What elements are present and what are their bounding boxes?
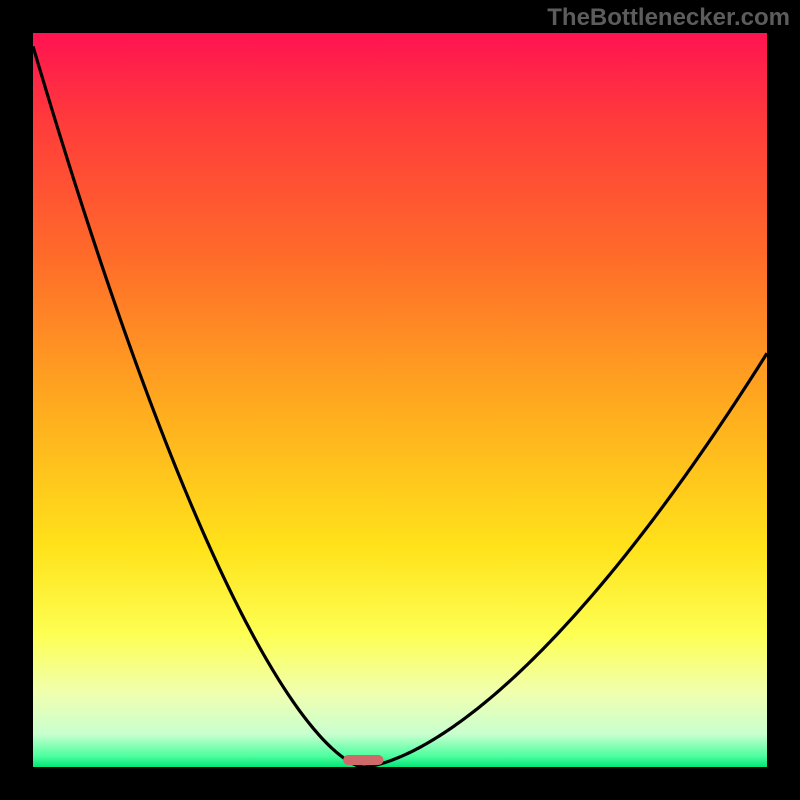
chart-container: TheBottlenecker.com [0, 0, 800, 800]
bottleneck-chart-svg [0, 0, 800, 800]
watermark-text: TheBottlenecker.com [547, 4, 790, 32]
optimum-marker [343, 755, 383, 765]
